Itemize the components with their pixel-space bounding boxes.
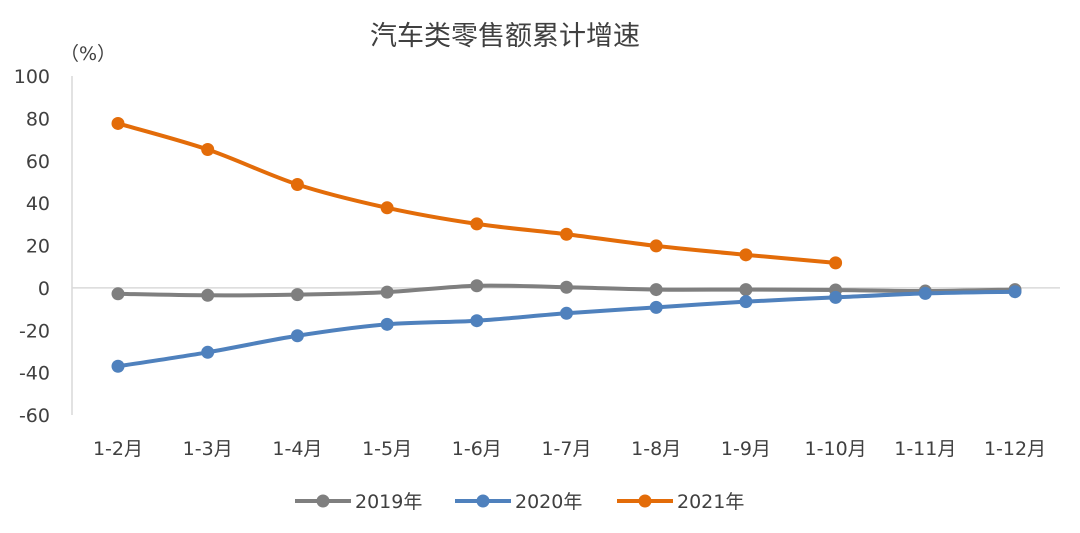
y-tick-label: 40 [26,193,50,215]
data-point [290,177,304,191]
series-line [116,289,1017,369]
x-tick-label: 1-5月 [362,438,412,460]
data-point [111,359,125,373]
data-point [470,217,484,231]
x-tick-label: 1-8月 [631,438,681,460]
y-tick-label: 60 [26,151,50,173]
legend-item: 2020年 [455,491,582,513]
y-tick-label: 80 [26,108,50,130]
data-point [470,314,484,328]
x-tick-label: 1-6月 [452,438,502,460]
data-point [560,280,573,294]
x-tick-label: 1-4月 [272,438,322,460]
data-point [201,288,215,302]
data-point [560,306,573,320]
x-tick-label: 1-9月 [721,438,771,460]
y-axis: -60 -40 -20 0 20 40 60 80 100 [14,66,73,427]
data-point [380,201,394,215]
legend-swatch-marker [476,494,490,508]
data-point [380,317,394,331]
data-point [649,300,663,314]
data-point [470,279,484,293]
data-point [111,287,125,301]
data-point [918,286,932,300]
series-layer [111,116,1022,373]
legend: 2019年 2020年 2021年 [295,491,744,513]
data-point [560,227,573,241]
data-point [201,143,215,157]
data-point [739,295,753,309]
y-tick-label: 100 [14,66,50,88]
x-tick-label: 1-11月 [894,438,956,460]
legend-swatch-marker [638,494,652,508]
data-point [290,288,304,302]
data-point [739,283,753,297]
data-point [380,285,394,299]
data-point [829,256,843,270]
y-tick-label: -20 [19,320,50,342]
legend-label: 2020年 [515,491,582,513]
x-axis: 1-2月 1-3月 1-4月 1-5月 1-6月 1-7月 1-8月 1-9月 1-10月 1-1… [72,287,1060,460]
legend-item: 2019年 [295,491,422,513]
data-point [649,239,663,253]
x-tick-label: 1-3月 [183,438,233,460]
y-tick-label: -40 [19,363,50,385]
legend-item: 2021年 [617,491,744,513]
data-point [111,116,125,130]
data-point [1008,285,1022,299]
y-tick-label: 20 [26,236,50,258]
data-point [290,329,304,343]
y-tick-label: -60 [19,405,50,427]
chart-title: 汽车类零售额累计增速 [370,21,640,52]
legend-label: 2021年 [677,491,744,513]
series-0 [111,279,1022,302]
data-point [649,283,663,297]
x-tick-label: 1-7月 [541,438,591,460]
x-tick-label: 1-10月 [805,438,867,460]
legend-swatch-marker [316,494,330,508]
y-tick-label: 0 [38,278,50,300]
series-1 [111,285,1022,373]
data-point [739,248,753,262]
y-axis-unit-label: （%） [60,43,116,65]
data-point [829,290,843,304]
x-tick-label: 1-2月 [93,438,143,460]
data-point [201,345,215,359]
series-line [116,121,838,265]
legend-label: 2019年 [355,491,422,513]
x-tick-label: 1-12月 [984,438,1046,460]
series-2 [111,116,843,270]
